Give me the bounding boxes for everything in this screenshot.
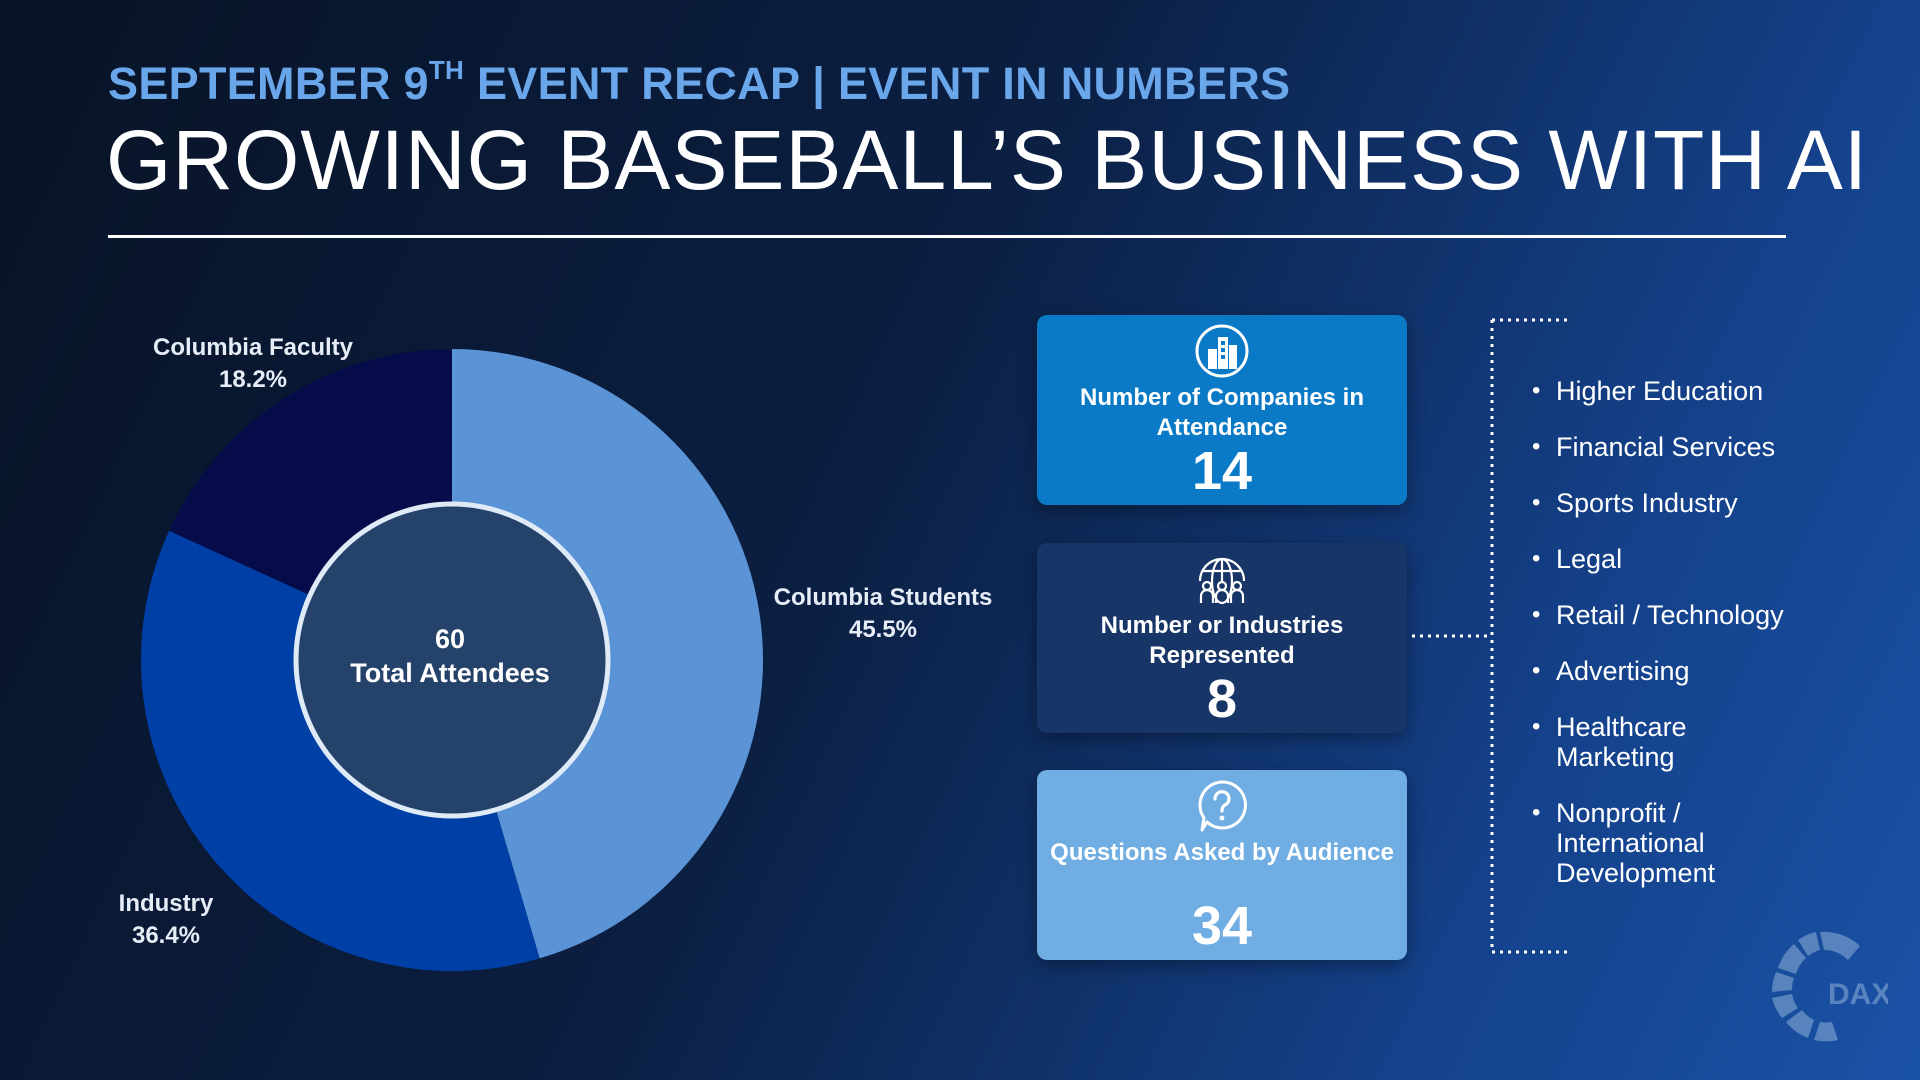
slice-percent: 18.2% bbox=[218, 366, 288, 393]
question-bubble-icon bbox=[1198, 780, 1247, 832]
card-label: Questions Asked by Audience bbox=[1050, 839, 1394, 866]
companies-card: Number of Companies in Attendance 14 bbox=[1037, 315, 1407, 505]
slice-label-columbia-students: Columbia Students 45.5% bbox=[758, 582, 1008, 646]
industry-item: Legal bbox=[1532, 544, 1832, 574]
logo-text: DAX bbox=[1828, 978, 1888, 1011]
card-label: Number or Industries Represented bbox=[1100, 612, 1344, 669]
card-value: 14 bbox=[1191, 441, 1253, 501]
industry-list: Higher Education Financial Services Spor… bbox=[1532, 376, 1832, 914]
title-divider bbox=[108, 235, 1786, 238]
slice-label-columbia-faculty: Columbia Faculty 18.2% bbox=[128, 332, 378, 396]
slice-name: Industry bbox=[118, 890, 214, 917]
card-label: Number of Companies in Attendance bbox=[1079, 384, 1365, 441]
building-icon bbox=[1195, 324, 1249, 378]
questions-card: Questions Asked by Audience 34 bbox=[1037, 770, 1407, 960]
industry-item: Financial Services bbox=[1532, 432, 1832, 462]
donut-center-circle bbox=[293, 501, 611, 819]
subtitle-rest: EVENT RECAP | EVENT IN NUMBERS bbox=[464, 58, 1291, 109]
subtitle-ordinal: TH bbox=[428, 55, 465, 85]
industry-item: Healthcare Marketing bbox=[1532, 712, 1726, 772]
attendee-donut-chart bbox=[140, 349, 763, 971]
total-attendees-caption: Total Attendees bbox=[350, 658, 550, 688]
industry-item: Sports Industry bbox=[1532, 488, 1832, 518]
slice-name: Columbia Students bbox=[773, 584, 993, 611]
event-subtitle: SEPTEMBER 9TH EVENT RECAP | EVENT IN NUM… bbox=[108, 55, 1291, 110]
slice-percent: 45.5% bbox=[848, 616, 918, 643]
industries-card: Number or Industries Represented 8 bbox=[1037, 543, 1407, 733]
globe-people-icon bbox=[1198, 557, 1246, 605]
industries-bracket bbox=[1412, 318, 1568, 954]
industry-item: Advertising bbox=[1532, 656, 1832, 686]
dax-logo: DAX bbox=[1772, 931, 1888, 1042]
total-attendees-value: 60 bbox=[434, 624, 466, 654]
card-value: 34 bbox=[1191, 896, 1253, 956]
industry-item: Nonprofit / International Development bbox=[1532, 798, 1746, 888]
slice-percent: 36.4% bbox=[131, 922, 201, 949]
donut-center-label: 60 Total Attendees bbox=[300, 622, 600, 690]
page-title: GROWING BASEBALL’S BUSINESS WITH AI bbox=[106, 113, 1869, 207]
subtitle-date: SEPTEMBER 9 bbox=[108, 58, 429, 109]
slice-name: Columbia Faculty bbox=[152, 334, 354, 361]
card-value: 8 bbox=[1206, 669, 1238, 729]
industry-item: Higher Education bbox=[1532, 376, 1832, 406]
industry-item: Retail / Technology bbox=[1532, 600, 1832, 630]
slice-label-industry: Industry 36.4% bbox=[86, 888, 246, 952]
